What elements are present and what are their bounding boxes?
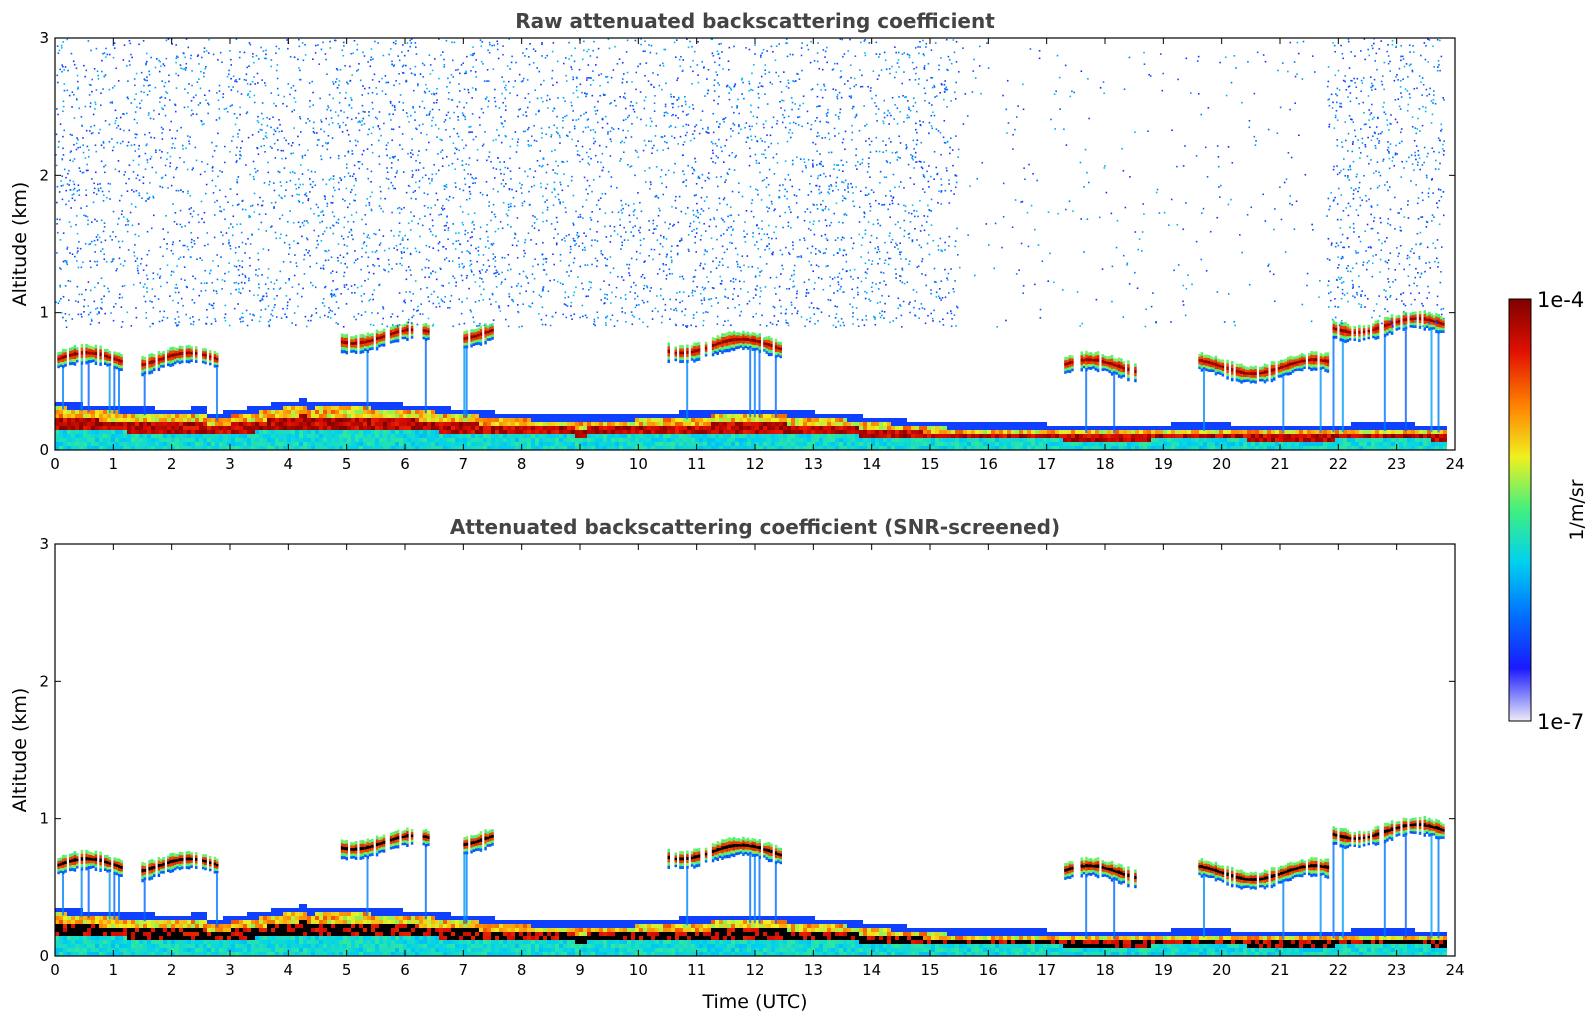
colorbar-max-label: 1e-4 [1537, 288, 1584, 312]
y-tick-label: 1 [39, 810, 49, 828]
x-tick-label: 9 [575, 961, 585, 979]
x-tick-label: 24 [1445, 455, 1464, 473]
y-tick-label: 0 [39, 947, 49, 965]
x-tick-label: 16 [979, 455, 998, 473]
x-tick-label: 18 [1095, 455, 1114, 473]
x-tick-label: 14 [862, 455, 881, 473]
bottom-y-axis-label: Altitude (km) [9, 688, 31, 813]
x-tick-label: 23 [1387, 455, 1406, 473]
x-tick-label: 16 [979, 961, 998, 979]
x-tick-label: 9 [575, 455, 585, 473]
x-tick-label: 6 [400, 961, 410, 979]
bottom-y-axis: 0 1 2 3 [39, 535, 1455, 965]
x-tick-label: 7 [459, 961, 469, 979]
x-tick-label: 11 [687, 455, 706, 473]
top-panel-title: Raw attenuated backscattering coefficien… [515, 9, 995, 33]
x-tick-label: 1 [109, 455, 119, 473]
bottom-x-axis-label: Time (UTC) [701, 991, 807, 1013]
x-tick-label: 12 [745, 455, 764, 473]
x-tick-label: 20 [1212, 961, 1231, 979]
x-tick-label: 8 [517, 961, 527, 979]
top-panel: Raw attenuated backscattering coefficien… [9, 9, 1465, 473]
y-tick-label: 2 [39, 672, 49, 690]
x-tick-label: 23 [1387, 961, 1406, 979]
x-tick-label: 6 [400, 455, 410, 473]
x-tick-label: 11 [687, 961, 706, 979]
top-y-axis: 0 1 2 3 [39, 29, 1455, 459]
x-tick-label: 13 [804, 455, 823, 473]
x-tick-label: 24 [1445, 961, 1464, 979]
x-tick-label: 17 [1037, 455, 1056, 473]
colorbar: 1e-4 1e-7 1/m/sr [1508, 288, 1588, 734]
x-tick-label: 5 [342, 455, 352, 473]
x-tick-label: 0 [50, 455, 60, 473]
x-tick-label: 18 [1095, 961, 1114, 979]
x-tick-label: 15 [920, 455, 939, 473]
x-tick-label: 1 [109, 961, 119, 979]
colorbar-min-label: 1e-7 [1537, 710, 1584, 734]
x-tick-label: 17 [1037, 961, 1056, 979]
top-heatmap [55, 38, 1447, 450]
top-y-axis-label: Altitude (km) [9, 182, 31, 307]
x-tick-label: 13 [804, 961, 823, 979]
x-tick-label: 10 [629, 455, 648, 473]
x-tick-label: 14 [862, 961, 881, 979]
y-tick-label: 3 [39, 535, 49, 553]
x-tick-label: 3 [225, 455, 235, 473]
colorbar-gradient [1508, 298, 1532, 722]
x-tick-label: 2 [167, 455, 177, 473]
x-tick-label: 5 [342, 961, 352, 979]
x-tick-label: 8 [517, 455, 527, 473]
x-tick-label: 19 [1154, 455, 1173, 473]
x-tick-label: 15 [920, 961, 939, 979]
y-tick-label: 1 [39, 304, 49, 322]
top-x-axis: 0 1 2 3 4 5 6 7 8 9 10 11 12 13 14 15 16 17 18 19 20 21 22 23 24 [50, 38, 1465, 473]
x-tick-label: 22 [1329, 961, 1348, 979]
bottom-x-axis: 0 1 2 3 4 5 6 7 8 9 10 11 12 13 14 15 16 17 18 19 20 21 22 23 24 [50, 544, 1465, 979]
x-tick-label: 22 [1329, 455, 1348, 473]
bottom-panel-title: Attenuated backscattering coefficient (S… [450, 515, 1060, 539]
bottom-panel: Attenuated backscattering coefficient (S… [9, 515, 1465, 1013]
x-tick-label: 3 [225, 961, 235, 979]
y-tick-label: 3 [39, 29, 49, 47]
x-tick-label: 12 [745, 961, 764, 979]
x-tick-label: 7 [459, 455, 469, 473]
x-tick-label: 0 [50, 961, 60, 979]
y-tick-label: 0 [39, 441, 49, 459]
bottom-heatmap [55, 815, 1447, 956]
colorbar-unit-label: 1/m/sr [1566, 479, 1588, 540]
x-tick-label: 10 [629, 961, 648, 979]
x-tick-label: 4 [284, 961, 294, 979]
x-tick-label: 21 [1270, 961, 1289, 979]
x-tick-label: 20 [1212, 455, 1231, 473]
x-tick-label: 4 [284, 455, 294, 473]
y-tick-label: 2 [39, 166, 49, 184]
x-tick-label: 19 [1154, 961, 1173, 979]
x-tick-label: 2 [167, 961, 177, 979]
x-tick-label: 21 [1270, 455, 1289, 473]
